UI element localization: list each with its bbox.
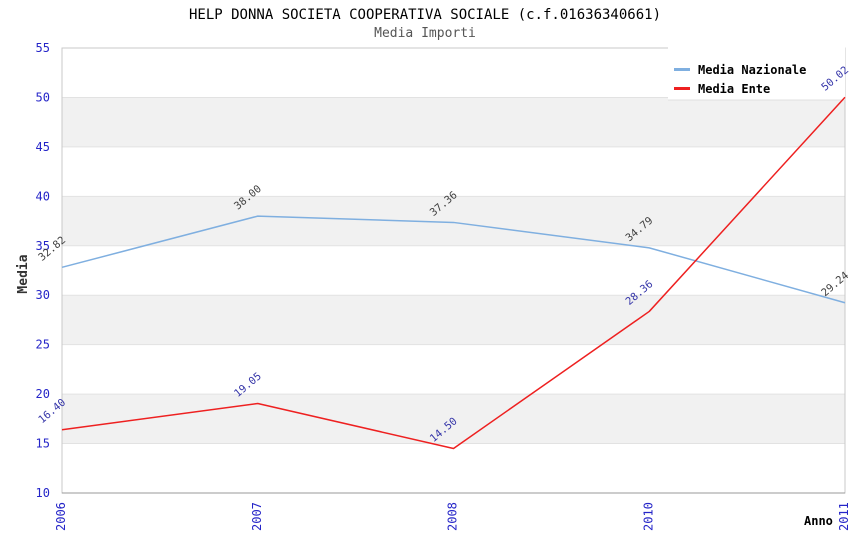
legend-label: Media Ente (698, 81, 771, 96)
x-axis-title: Anno (804, 514, 833, 528)
plot-band (62, 344, 845, 395)
y-tick-label: 20 (36, 387, 50, 401)
legend-line-swatch-nazionale-icon (674, 68, 690, 71)
x-tick-label: 2007 (250, 502, 264, 531)
legend: Media Nazionale Media Ente (668, 42, 845, 100)
legend-box (668, 42, 845, 100)
y-tick-label: 10 (36, 486, 50, 500)
plot-band (62, 295, 845, 345)
x-tick-label: 2010 (641, 502, 655, 531)
legend-item-media-nazionale: Media Nazionale (674, 61, 845, 78)
y-tick-label: 50 (36, 90, 50, 104)
y-tick-label: 40 (36, 189, 50, 203)
plot-band (62, 146, 845, 197)
y-axis-title: Media (16, 254, 31, 294)
chart-title: HELP DONNA SOCIETA COOPERATIVA SOCIALE (… (188, 7, 661, 23)
plot-band (62, 443, 845, 493)
x-tick-label: 2011 (837, 502, 850, 531)
plot-band (62, 394, 845, 444)
series-line-media-ente (61, 96, 846, 450)
plot-band (62, 245, 845, 296)
series-line-media-nazionale (61, 215, 846, 304)
y-tick-label: 15 (36, 437, 50, 451)
y-tick-label: 45 (36, 140, 50, 154)
plot-band (62, 97, 845, 147)
legend-label: Media Nazionale (698, 62, 807, 77)
x-tick-label: 2008 (446, 502, 460, 531)
x-tick-label: 2006 (54, 502, 68, 531)
plot-band (62, 196, 845, 246)
legend-item-media-ente: Media Ente (674, 80, 845, 97)
y-tick-label: 25 (36, 338, 50, 352)
y-tick-label: 35 (36, 239, 50, 253)
y-tick-label: 55 (36, 41, 50, 55)
legend-line-swatch-ente-icon (674, 87, 690, 90)
chart-subtitle: Media Importi (374, 26, 476, 41)
y-tick-label: 30 (36, 288, 50, 302)
